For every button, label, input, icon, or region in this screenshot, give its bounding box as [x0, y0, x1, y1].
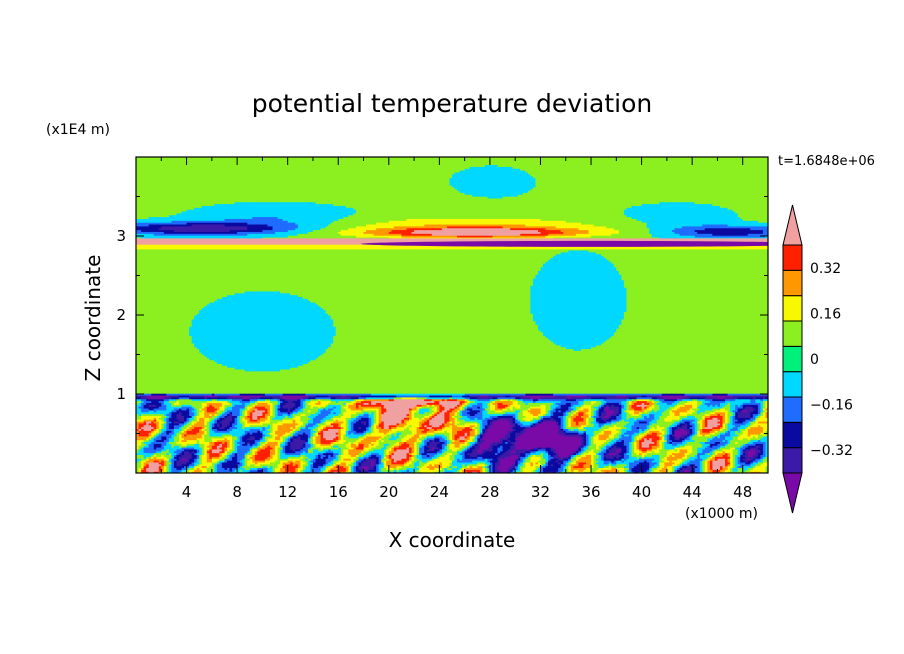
x-tick-label: 12: [278, 483, 297, 501]
x-tick-label: 4: [182, 483, 192, 501]
x-axis-label: X coordinate: [389, 528, 516, 552]
heatmap-field: [136, 157, 768, 473]
chart-title: potential temperature deviation: [252, 89, 652, 118]
x-axis-unit: (x1000 m): [685, 506, 758, 522]
y-axis-ticks: 1 2 3: [116, 196, 768, 434]
colorbar-tick-label: −0.32: [810, 443, 853, 459]
y-tick-label: 2: [116, 306, 126, 324]
colorbar-box: [782, 421, 803, 449]
tropopause-cold-streak: [361, 240, 768, 247]
colorbar-tick-label: 0: [810, 352, 819, 368]
x-tick-label: 16: [329, 483, 348, 501]
x-tick-label: 44: [683, 483, 702, 501]
colorbar-box: [782, 396, 803, 423]
colorbar-min-triangle: [782, 472, 803, 514]
colorbar-box: [782, 447, 803, 474]
y-axis-unit: (x1E4 m): [46, 122, 110, 138]
tropopause-edge: [136, 244, 768, 250]
colorbar: −0.32 −0.16 0 0.16 0.32: [782, 204, 853, 514]
colorbar-box: [782, 269, 803, 297]
x-tick-label: 36: [581, 483, 600, 501]
colorbar-box: [782, 320, 803, 347]
y-axis-label: Z coordinate: [81, 255, 105, 382]
colorbar-box: [782, 244, 803, 271]
colorbar-box: [782, 345, 803, 373]
y-tick-label: 1: [116, 385, 126, 403]
x-tick-label: 20: [379, 483, 398, 501]
x-tick-label: 24: [430, 483, 449, 501]
x-tick-label: 8: [232, 483, 242, 501]
x-tick-label: 48: [733, 483, 752, 501]
time-label: t=1.6848e+06: [778, 154, 875, 169]
y-tick-label: 3: [116, 227, 126, 245]
x-tick-label: 28: [480, 483, 499, 501]
colorbar-box: [782, 371, 803, 398]
colorbar-tick-label: −0.16: [810, 398, 853, 414]
colorbar-tick-label: 0.32: [810, 261, 841, 277]
x-axis-ticks: 4 8 12 16 20 24 28 32 36 40 44 48: [160, 157, 752, 501]
x-tick-label: 32: [531, 483, 550, 501]
colorbar-tick-label: 0.16: [810, 306, 841, 322]
x-tick-label: 40: [632, 483, 651, 501]
colorbar-box: [782, 295, 803, 322]
colorbar-max-triangle: [782, 204, 803, 246]
